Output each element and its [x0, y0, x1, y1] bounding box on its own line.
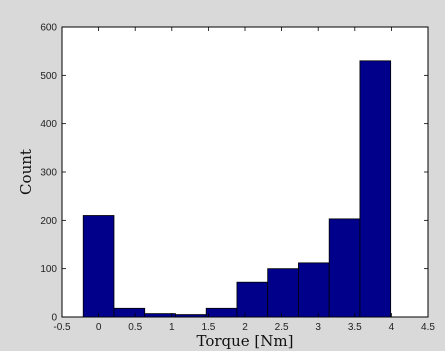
histogram-bar	[236, 281, 269, 318]
y-tick-label: 500	[40, 71, 57, 82]
y-axis-label: Count	[17, 149, 35, 195]
y-tick-label: 600	[40, 23, 57, 34]
x-tick-label: 3	[315, 322, 321, 333]
histogram-bar	[175, 314, 207, 318]
x-tick-label: -0.5	[53, 322, 71, 333]
y-tick-label: 0	[51, 313, 57, 324]
y-tick-label: 100	[40, 264, 57, 275]
histogram-bar	[82, 215, 115, 318]
x-tick-label: 2	[242, 322, 248, 333]
histogram-bar	[205, 307, 238, 318]
histogram-bar	[144, 313, 176, 318]
x-tick-label: 2.5	[275, 322, 289, 333]
histogram-bar	[328, 218, 361, 318]
x-tick-label: 1	[169, 322, 175, 333]
histogram-bar	[113, 307, 146, 318]
x-tick-label: 0	[96, 322, 102, 333]
x-tick-label: 4.5	[421, 322, 435, 333]
bars-group	[82, 60, 392, 318]
x-axis-label: Torque [Nm]	[196, 332, 293, 350]
y-tick-label: 200	[40, 216, 57, 227]
y-ticks-group: 0 100 200 300 400 500 600	[40, 23, 428, 324]
histogram-bar	[267, 268, 299, 318]
x-tick-label: 0.5	[128, 322, 142, 333]
y-tick-label: 300	[40, 168, 57, 179]
x-tick-label: 4	[389, 322, 395, 333]
x-ticks-group: -0.5 0 0.5 1 1.5 2 2.5 3 3.5 4 4.5	[53, 27, 435, 333]
histogram-bar	[359, 60, 392, 318]
histogram-bar	[298, 262, 330, 318]
y-tick-label: 400	[40, 119, 57, 130]
x-tick-label: 3.5	[348, 322, 362, 333]
x-tick-label: 1.5	[201, 322, 215, 333]
